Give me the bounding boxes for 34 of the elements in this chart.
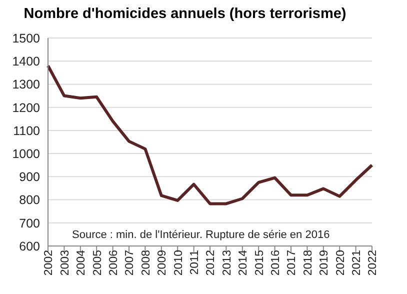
x-tick-label: 2016 bbox=[270, 250, 282, 276]
annotation: Source : min. de l'Intérieur. Rupture de série en 2016 bbox=[72, 229, 330, 241]
x-tick-label: 2014 bbox=[238, 249, 250, 276]
x-tick-label: 2017 bbox=[286, 250, 298, 276]
x-tick-label: 2018 bbox=[302, 250, 314, 276]
x-tick-label: 2008 bbox=[140, 250, 152, 276]
x-tick-label: 2011 bbox=[188, 250, 201, 275]
x-tick-label: 2020 bbox=[334, 250, 347, 276]
y-tick-label: 1200 bbox=[12, 100, 40, 115]
y-tick-label: 900 bbox=[19, 170, 40, 184]
y-tick-label: 800 bbox=[19, 193, 40, 208]
y-tick-label: 1300 bbox=[12, 78, 40, 92]
x-tick-label: 2019 bbox=[318, 250, 331, 276]
y-tick-label: 1500 bbox=[12, 31, 40, 46]
x-tick-label: 2015 bbox=[254, 250, 266, 276]
x-tick-label: 2010 bbox=[172, 250, 185, 276]
x-tick-label: 2013 bbox=[221, 250, 234, 276]
y-tick-label: 1100 bbox=[13, 124, 40, 138]
x-tick-label: 2009 bbox=[156, 250, 169, 276]
y-tick-label: 700 bbox=[19, 216, 40, 230]
x-tick-label: 2021 bbox=[350, 250, 363, 276]
x-tick-label: 2022 bbox=[367, 250, 380, 276]
y-tick-label: 1400 bbox=[12, 54, 40, 69]
line-series bbox=[46, 64, 374, 206]
x-tick-label: 2012 bbox=[205, 250, 218, 276]
y-tick-label: 1000 bbox=[12, 146, 40, 161]
x-tick-label: 2006 bbox=[108, 250, 120, 276]
x-tick-label: 2004 bbox=[76, 249, 88, 276]
x-tick-label: 2007 bbox=[124, 250, 136, 276]
x-tick-label: 2002 bbox=[43, 250, 56, 276]
x-tick-label: 2003 bbox=[59, 250, 72, 276]
x-tick-label: 2005 bbox=[92, 250, 104, 276]
y-tick-label: 600 bbox=[19, 239, 40, 254]
chart-title: Nombre d'homicides annuels (hors terrorisme) bbox=[22, 6, 348, 22]
